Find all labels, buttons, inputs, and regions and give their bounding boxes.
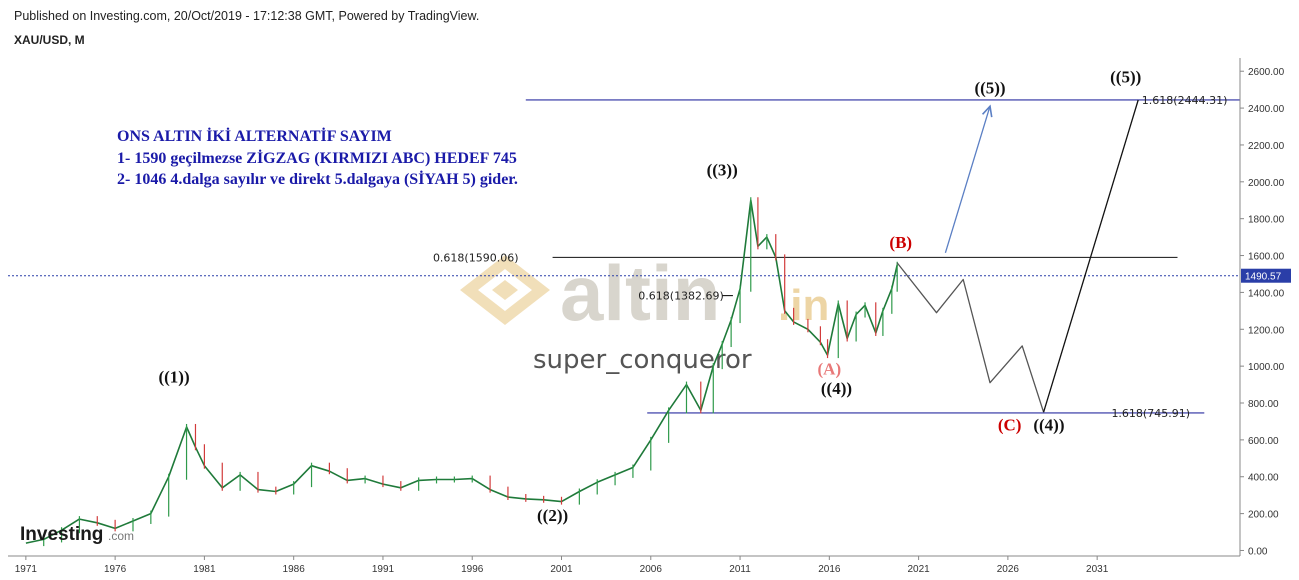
arrow-head-icon [981,104,993,118]
watermark-logo-icon [460,255,550,325]
x-tick-label: 2021 [907,564,930,575]
x-tick-label: 1976 [104,564,127,575]
x-tick-label: 1981 [193,564,216,575]
y-tick-label: 800.00 [1248,399,1279,410]
x-tick-label: 1996 [461,564,484,575]
series-projection-wave5 [1042,99,1139,413]
wave-label: ((4)) [821,379,852,398]
wave-label: ((4)) [1033,416,1064,435]
wave-label: ((2)) [537,506,568,525]
annotation-line-2: 1- 1590 geçilmezse ZİGZAG (KIRMIZI ABC) … [117,148,517,167]
wave-label: ((3)) [707,160,738,179]
watermark-brand-suffix: .in [778,281,829,330]
x-tick-label: 2026 [997,564,1020,575]
published-info: Published on Investing.com, 20/Oct/2019 … [14,9,480,23]
x-tick-label: 1991 [372,564,395,575]
wave-label: (C) [998,416,1022,435]
x-tick-label: 2011 [729,564,751,575]
y-tick-label: 1200.00 [1248,325,1285,336]
current-price-label: 1490.57 [1245,272,1282,283]
y-tick-label: 200.00 [1248,510,1279,521]
fib-level-label: 0.618(1382.69) [638,290,724,303]
y-tick-label: 1000.00 [1248,362,1285,373]
y-tick-label: 2400.00 [1248,104,1285,115]
x-tick-label: 2016 [818,564,841,575]
investing-logo-suffix: .com [108,529,134,543]
y-tick-label: 2200.00 [1248,141,1285,152]
x-tick-label: 2006 [640,564,663,575]
x-tick-label: 1971 [15,564,38,575]
fib-level-label: 1.618(745.91) [1111,407,1190,420]
wave-label: (B) [889,233,912,252]
current-price-badge [1241,268,1291,283]
y-tick-label: 400.00 [1248,473,1279,484]
watermark-author: super_conqueror [533,345,752,375]
annotation-line-1: ONS ALTIN İKİ ALTERNATİF SAYIM [117,126,392,145]
wave-label: (A) [818,359,842,378]
axes: 0.00 200.00 400.00 600.00 800.00 1000.00 1200.… [8,58,1291,575]
y-tick-label: 1800.00 [1248,215,1285,226]
watermark-brand: altin [560,249,720,337]
y-tick-label: 0.00 [1248,546,1268,557]
wave-label: ((5)) [974,78,1005,97]
series-projection-arrow [944,106,991,253]
symbol-label: XAU/USD, M [14,33,85,47]
y-tick-label: 2000.00 [1248,178,1285,189]
x-tick-label: 2031 [1086,564,1109,575]
y-tick-label: 1400.00 [1248,288,1285,299]
fib-level-label: 0.618(1590.06) [433,251,519,264]
annotation: ONS ALTIN İKİ ALTERNATİF SAYIM 1- 1590 g… [117,126,518,188]
series-projection-zigzag [896,262,1045,413]
wave-label: ((5)) [1110,67,1141,86]
investing-logo: Investing .com [20,524,134,545]
x-tick-label: 1986 [283,564,306,575]
annotation-line-3: 2- 1046 4.dalga sayılır ve direkt 5.dalg… [117,169,518,188]
watermark: altin .in super_conqueror [460,249,829,375]
investing-logo-text: Investing [20,524,103,545]
x-tick-label: 2001 [550,564,573,575]
y-tick-label: 2600.00 [1248,67,1285,78]
wave-label: ((1)) [158,368,189,387]
y-tick-label: 600.00 [1248,436,1279,447]
y-tick-label: 1600.00 [1248,252,1285,263]
plot-area: 1.618(2444.31) 0.618(1590.06) 0.618(1382.6… [8,67,1240,547]
fib-level-label: 1.618(2444.31) [1142,94,1228,107]
